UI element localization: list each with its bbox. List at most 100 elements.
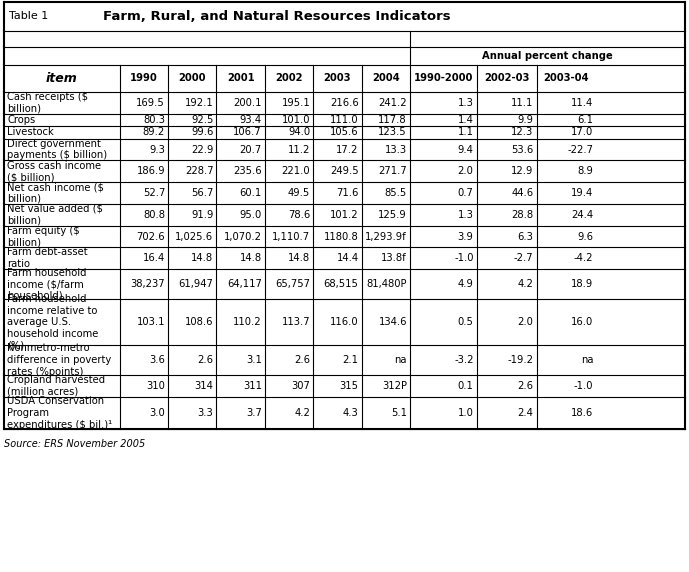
Text: 2.1: 2.1	[342, 355, 358, 365]
Text: 2.6: 2.6	[198, 355, 214, 365]
Text: 1.3: 1.3	[457, 98, 473, 108]
Text: 9.9: 9.9	[517, 115, 533, 125]
Text: 3.1: 3.1	[246, 355, 262, 365]
Text: 9.3: 9.3	[150, 145, 165, 154]
Text: 3.6: 3.6	[150, 355, 165, 365]
Text: 312P: 312P	[382, 381, 407, 391]
Text: 64,117: 64,117	[227, 279, 262, 289]
Text: 89.2: 89.2	[143, 128, 165, 137]
Text: USDA Conservation
Program
expenditures ($ bil.)¹: USDA Conservation Program expenditures (…	[7, 396, 112, 430]
Text: -1.0: -1.0	[574, 381, 593, 391]
Text: 3.3: 3.3	[198, 408, 214, 418]
Text: 1,293.9f: 1,293.9f	[365, 232, 407, 241]
Text: Direct government
payments ($ billion): Direct government payments ($ billion)	[7, 139, 107, 160]
Text: 116.0: 116.0	[330, 317, 358, 327]
Text: Farm debt-asset
ratio: Farm debt-asset ratio	[7, 248, 88, 269]
Text: 18.6: 18.6	[571, 408, 593, 418]
Text: 92.5: 92.5	[191, 115, 214, 125]
Text: 2.4: 2.4	[517, 408, 533, 418]
Text: 16.4: 16.4	[143, 253, 165, 263]
Text: 113.7: 113.7	[282, 317, 310, 327]
Text: na: na	[394, 355, 407, 365]
Text: Cash receipts ($
billion): Cash receipts ($ billion)	[7, 92, 88, 113]
Text: 200.1: 200.1	[234, 98, 262, 108]
Text: -4.2: -4.2	[574, 253, 593, 263]
Text: 2001: 2001	[227, 73, 254, 84]
Text: 195.1: 195.1	[281, 98, 310, 108]
Text: 22.9: 22.9	[191, 145, 214, 154]
Text: 14.8: 14.8	[240, 253, 262, 263]
Text: item: item	[46, 72, 78, 85]
Text: 117.8: 117.8	[378, 115, 407, 125]
Text: 103.1: 103.1	[136, 317, 165, 327]
Text: 315: 315	[340, 381, 358, 391]
Text: 1.1: 1.1	[457, 128, 473, 137]
Text: 12.3: 12.3	[511, 128, 533, 137]
Text: 101.0: 101.0	[282, 115, 310, 125]
Text: 17.2: 17.2	[336, 145, 358, 154]
Text: 101.2: 101.2	[330, 210, 358, 220]
Text: 71.6: 71.6	[336, 188, 358, 198]
Text: -2.7: -2.7	[514, 253, 533, 263]
Text: 17.0: 17.0	[571, 128, 593, 137]
Text: 108.6: 108.6	[185, 317, 214, 327]
Text: 110.2: 110.2	[233, 317, 262, 327]
Text: 12.9: 12.9	[511, 166, 533, 176]
Text: Net cash income ($
billion): Net cash income ($ billion)	[7, 182, 104, 204]
Text: 9.6: 9.6	[577, 232, 593, 241]
Text: 311: 311	[243, 381, 262, 391]
Text: 106.7: 106.7	[233, 128, 262, 137]
Text: 241.2: 241.2	[378, 98, 407, 108]
Text: 6.1: 6.1	[577, 115, 593, 125]
Text: 2002: 2002	[275, 73, 302, 84]
Text: 38,237: 38,237	[130, 279, 165, 289]
Text: 4.9: 4.9	[457, 279, 473, 289]
Text: 16.0: 16.0	[571, 317, 593, 327]
Text: Cropland harvested
(million acres): Cropland harvested (million acres)	[7, 375, 105, 396]
Text: Crops: Crops	[7, 115, 35, 125]
Text: 186.9: 186.9	[136, 166, 165, 176]
Text: Source: ERS November 2005: Source: ERS November 2005	[4, 439, 145, 449]
Text: 105.6: 105.6	[330, 128, 358, 137]
Text: 3.7: 3.7	[246, 408, 262, 418]
Text: 2004: 2004	[372, 73, 400, 84]
Text: 0.5: 0.5	[457, 317, 473, 327]
Text: 80.3: 80.3	[143, 115, 165, 125]
Text: 8.9: 8.9	[577, 166, 593, 176]
Text: 9.4: 9.4	[457, 145, 473, 154]
Text: 14.4: 14.4	[336, 253, 358, 263]
Text: 3.9: 3.9	[457, 232, 473, 241]
Text: 91.9: 91.9	[191, 210, 214, 220]
Text: 169.5: 169.5	[136, 98, 165, 108]
Text: 2.6: 2.6	[294, 355, 310, 365]
Text: 0.7: 0.7	[457, 188, 473, 198]
Text: 93.4: 93.4	[240, 115, 262, 125]
Text: Table 1: Table 1	[9, 11, 48, 21]
Text: 95.0: 95.0	[240, 210, 262, 220]
Text: 68,515: 68,515	[324, 279, 358, 289]
Text: 18.9: 18.9	[571, 279, 593, 289]
Text: 235.6: 235.6	[233, 166, 262, 176]
Text: 1180.8: 1180.8	[324, 232, 358, 241]
Text: 65,757: 65,757	[275, 279, 310, 289]
Text: 78.6: 78.6	[288, 210, 310, 220]
Text: 85.5: 85.5	[384, 188, 407, 198]
Text: 49.5: 49.5	[288, 188, 310, 198]
Text: 56.7: 56.7	[191, 188, 214, 198]
Text: 314: 314	[194, 381, 214, 391]
Text: 1,110.7: 1,110.7	[272, 232, 310, 241]
Text: 2003-04: 2003-04	[544, 73, 589, 84]
Text: 702.6: 702.6	[136, 232, 165, 241]
Text: 13.3: 13.3	[384, 145, 407, 154]
Text: Farm, Rural, and Natural Resources Indicators: Farm, Rural, and Natural Resources Indic…	[103, 10, 450, 23]
Text: 13.8f: 13.8f	[381, 253, 407, 263]
Text: 11.1: 11.1	[511, 98, 533, 108]
Text: Net value added ($
billion): Net value added ($ billion)	[7, 204, 103, 225]
Text: 4.3: 4.3	[342, 408, 358, 418]
Text: -1.0: -1.0	[454, 253, 473, 263]
Text: 52.7: 52.7	[143, 188, 165, 198]
Text: 2.6: 2.6	[517, 381, 533, 391]
Text: 2000: 2000	[178, 73, 206, 84]
Text: 53.6: 53.6	[511, 145, 533, 154]
Text: 28.8: 28.8	[511, 210, 533, 220]
